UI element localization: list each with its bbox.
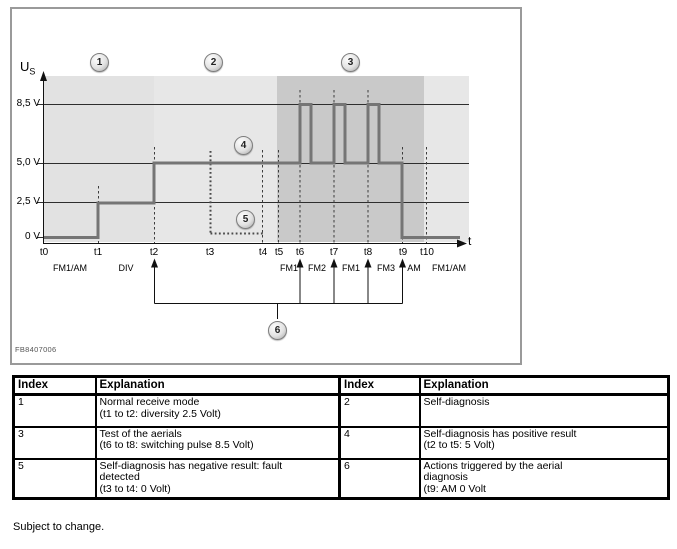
time-label-t3: t3 bbox=[205, 247, 215, 258]
explanation-line: (t3 to t4: 0 Volt) bbox=[99, 482, 171, 495]
index-cell: 4 bbox=[338, 425, 421, 460]
footer-note: Subject to change. bbox=[13, 521, 105, 533]
band-label-fm1-a: FM1 bbox=[280, 263, 298, 273]
index-cell: 5 bbox=[12, 457, 97, 500]
voltage-label-5-0: 5,0 V bbox=[16, 157, 40, 168]
time-label-t4: t4 bbox=[258, 247, 268, 258]
time-label-t9: t9 bbox=[398, 247, 408, 258]
explanation-line: detected bbox=[99, 471, 140, 483]
trigger-bracket bbox=[151, 258, 406, 319]
fault-path-dotted bbox=[209, 151, 263, 235]
explanation-cell: Normal receive mode (t1 to t2: diversity… bbox=[94, 393, 341, 428]
index-cell: 2 bbox=[338, 393, 421, 428]
voltage-label-2-5: 2,5 V bbox=[16, 196, 40, 207]
explanation-cell: Self-diagnosis bbox=[418, 393, 670, 428]
time-label-t2: t2 bbox=[149, 247, 159, 258]
callout-5: 5 bbox=[236, 210, 255, 229]
time-label-t5: t5 bbox=[274, 247, 284, 258]
header-index-left: Index bbox=[12, 375, 97, 396]
callout-4: 4 bbox=[234, 136, 253, 155]
voltage-label-0: 0 V bbox=[24, 231, 40, 242]
band-label-div: DIV bbox=[118, 263, 134, 273]
explanation-table: Index Explanation Index Explanation 1 No… bbox=[12, 375, 670, 500]
explanation-line: (t9: AM 0 Volt bbox=[423, 482, 486, 495]
explanation-line: (t6 to t8: switching pulse 8.5 Volt) bbox=[99, 439, 254, 451]
time-label-t1: t1 bbox=[93, 247, 103, 258]
callout-6: 6 bbox=[268, 321, 287, 340]
explanation-line: Self-diagnosis has negative result: faul… bbox=[99, 459, 283, 472]
header-explanation-left: Explanation bbox=[94, 375, 341, 396]
explanation-cell: Test of the aerials (t6 to t8: switching… bbox=[94, 425, 341, 460]
figure-id: FB8407006 bbox=[15, 345, 57, 354]
explanation-line: Normal receive mode bbox=[99, 396, 200, 408]
explanation-cell: Self-diagnosis has negative result: faul… bbox=[94, 457, 341, 500]
band-label-fm1-b: FM1 bbox=[342, 263, 360, 273]
header-explanation-right: Explanation bbox=[418, 375, 670, 396]
header-index-right: Index bbox=[338, 375, 421, 396]
callout-3: 3 bbox=[341, 53, 360, 72]
callout-1: 1 bbox=[90, 53, 109, 72]
explanation-line: Test of the aerials bbox=[99, 427, 182, 440]
explanation-line: Self-diagnosis has positive result bbox=[423, 427, 577, 440]
index-cell: 6 bbox=[338, 457, 421, 500]
band-label-fm1am-right: FM1/AM bbox=[431, 263, 466, 273]
time-label-t6: t6 bbox=[295, 247, 305, 258]
band-label-fm2: FM2 bbox=[308, 263, 326, 273]
time-marker-dashed-lines bbox=[98, 90, 427, 243]
band-label-am: AM bbox=[407, 263, 421, 273]
time-label-t8: t8 bbox=[363, 247, 373, 258]
y-axis bbox=[40, 71, 47, 243]
band-label-fm3: FM3 bbox=[377, 263, 395, 273]
index-cell: 3 bbox=[12, 425, 97, 460]
time-label-t7: t7 bbox=[329, 247, 339, 258]
explanation-line: diagnosis bbox=[423, 471, 468, 483]
time-label-t10: t10 bbox=[420, 247, 434, 258]
y-axis-title: US bbox=[20, 59, 36, 77]
explanation-line: (t2 to t5: 5 Volt) bbox=[423, 439, 495, 451]
explanation-line: Actions triggered by the aerial bbox=[423, 459, 563, 472]
table-row: 3 Test of the aerials (t6 to t8: switchi… bbox=[12, 425, 670, 460]
voltage-waveform bbox=[43, 103, 460, 239]
table-row: 1 Normal receive mode (t1 to t2: diversi… bbox=[12, 393, 670, 428]
explanation-line: Self-diagnosis bbox=[423, 396, 490, 408]
x-axis-title: t bbox=[468, 234, 472, 248]
index-cell: 1 bbox=[12, 393, 97, 428]
band-label-fm1am-left: FM1/AM bbox=[52, 263, 87, 273]
table-row: 5 Self-diagnosis has negative result: fa… bbox=[12, 457, 670, 500]
table-header-row: Index Explanation Index Explanation bbox=[12, 375, 670, 396]
callout-2: 2 bbox=[204, 53, 223, 72]
x-axis bbox=[43, 239, 467, 248]
explanation-cell: Self-diagnosis has positive result (t2 t… bbox=[418, 425, 670, 460]
explanation-line: (t1 to t2: diversity 2.5 Volt) bbox=[99, 407, 221, 420]
explanation-cell: Actions triggered by the aerial diagnosi… bbox=[418, 457, 670, 500]
time-label-t0: t0 bbox=[39, 247, 49, 258]
voltage-label-8-5: 8,5 V bbox=[16, 98, 40, 109]
